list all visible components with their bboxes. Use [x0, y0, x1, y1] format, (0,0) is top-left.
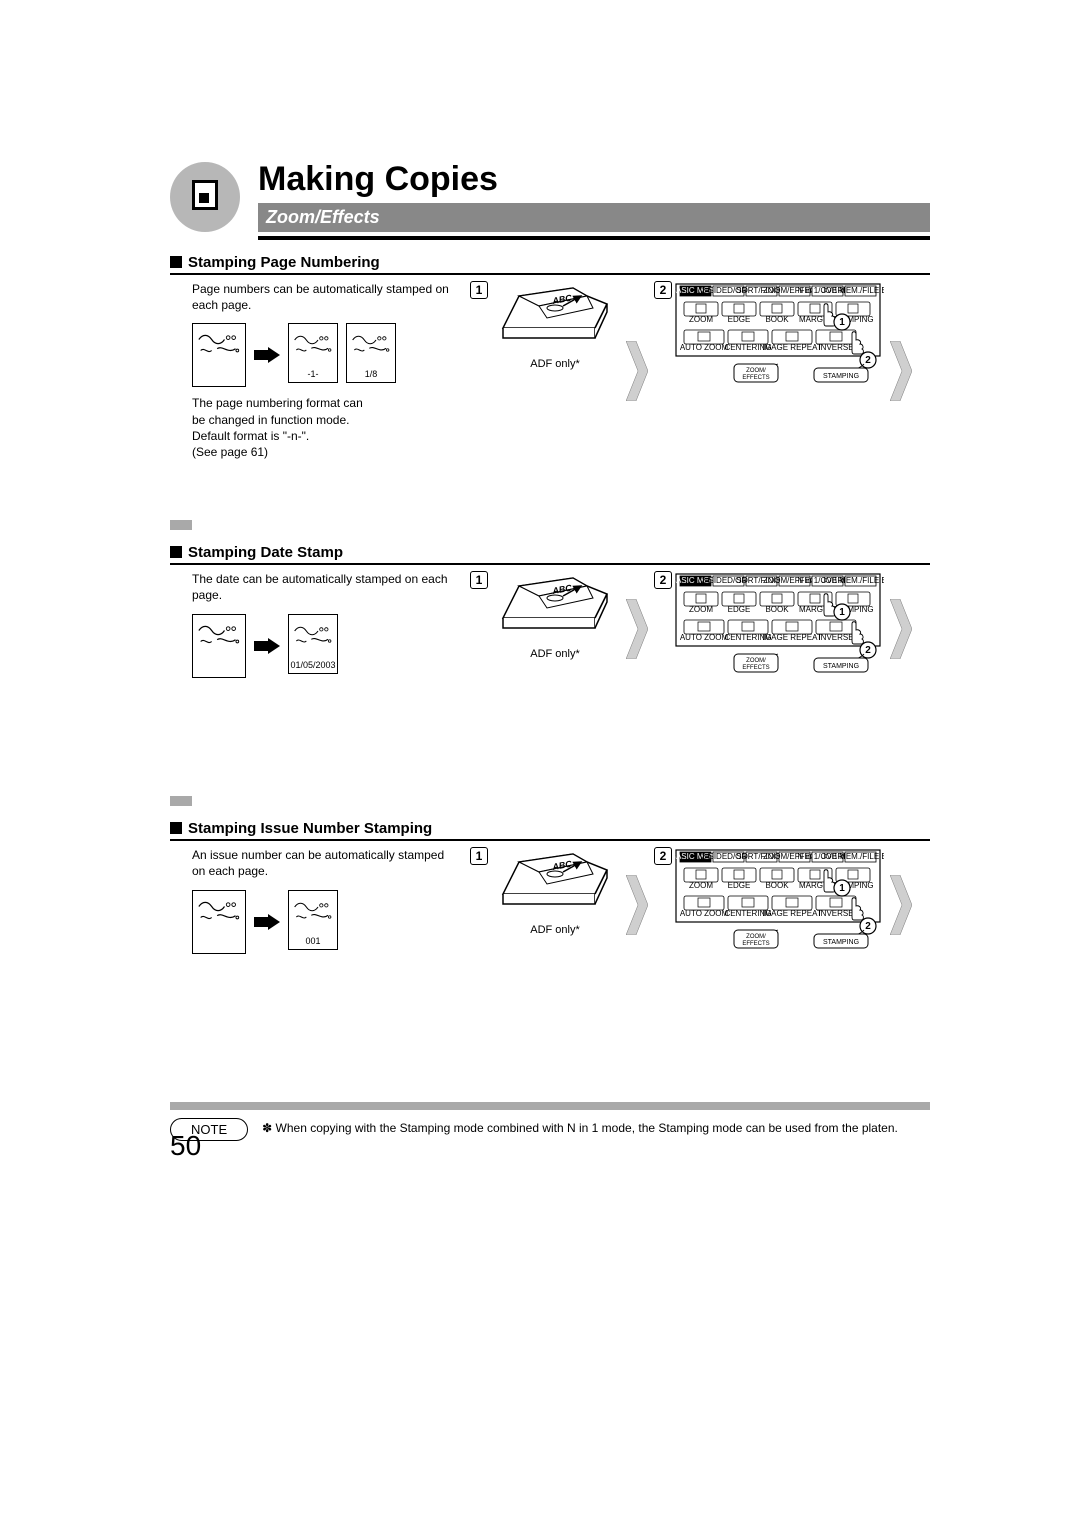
step-number: 2 [654, 847, 672, 865]
panel-illustration: BASIC MENU 2-SIDED/ORIG SORT/FINISH ZOOM… [674, 571, 884, 686]
illustration-caption: 1/8 [347, 369, 395, 379]
chevron-right-icon [626, 599, 648, 659]
svg-text:ZOOM/: ZOOM/ [746, 934, 766, 940]
document-illustration [192, 614, 246, 678]
header-icon [170, 162, 240, 232]
svg-text:1: 1 [839, 607, 845, 618]
section-separator [170, 520, 930, 530]
step-number: 2 [654, 571, 672, 589]
illustration-row: -1- 1/8 [192, 323, 460, 387]
illustration-caption: 001 [289, 936, 337, 946]
arrow-right-icon [254, 347, 280, 363]
svg-text:1: 1 [839, 883, 845, 894]
panel-illustration: BASIC MENU 2-SIDED/ORIG SORT/FINISH ZOOM… [674, 281, 884, 396]
svg-text:INVERSE: INVERSE [818, 343, 853, 352]
scanner-illustration: ADF only* [490, 281, 620, 370]
control-panel-illustration: BASIC MENU 2-SIDED/ORIG SORT/FINISH ZOOM… [674, 847, 884, 957]
step-number: 1 [470, 571, 488, 589]
scanner-illustration: ADF only* [490, 847, 620, 936]
page-number: 50 [170, 1130, 201, 1162]
manual-page: Making Copies Zoom/Effects Stamping Page… [170, 160, 930, 1141]
svg-text:STAMPING: STAMPING [823, 373, 859, 380]
section-intro: Page numbers can be automatically stampe… [170, 281, 460, 313]
svg-text:EFFECTS: EFFECTS [742, 375, 769, 381]
page-title: Making Copies [258, 160, 930, 199]
chevron-right-icon [890, 599, 912, 659]
svg-text:AUTO ZOOM: AUTO ZOOM [680, 633, 729, 642]
svg-text:IMAGE REPEAT: IMAGE REPEAT [762, 909, 822, 918]
svg-text:JOB MEM./FILE EDIT: JOB MEM./FILE EDIT [821, 852, 884, 861]
illustration-row: 01/05/2003 [192, 614, 460, 678]
step-number: 1 [470, 281, 488, 299]
svg-text:INVERSE: INVERSE [818, 633, 853, 642]
section-intro: An issue number can be automatically sta… [170, 847, 460, 879]
svg-text:AUTO ZOOM: AUTO ZOOM [680, 909, 729, 918]
panel-illustration: BASIC MENU 2-SIDED/ORIG SORT/FINISH ZOOM… [674, 847, 884, 962]
svg-text:EFFECTS: EFFECTS [742, 941, 769, 947]
svg-text:BOOK: BOOK [765, 881, 789, 890]
note-separator [170, 1102, 930, 1110]
svg-text:2: 2 [865, 645, 871, 656]
section-separator [170, 796, 930, 806]
step-number: 2 [654, 281, 672, 299]
section-note: The page numbering format can be changed… [170, 395, 370, 460]
document-illustration [192, 890, 246, 954]
svg-text:JOB MEM./FILE EDIT: JOB MEM./FILE EDIT [821, 576, 884, 585]
page-subtitle: Zoom/Effects [258, 203, 930, 232]
svg-text:STAMPING: STAMPING [823, 663, 859, 670]
document-illustration: -1- [288, 323, 338, 383]
step-number: 1 [470, 847, 488, 865]
svg-text:ZOOM/: ZOOM/ [746, 658, 766, 664]
document-illustration: 001 [288, 890, 338, 950]
svg-text:ZOOM: ZOOM [689, 881, 713, 890]
arrow-right-icon [254, 914, 280, 930]
chevron-right-icon [890, 875, 912, 935]
section-intro: The date can be automatically stamped on… [170, 571, 460, 603]
chevron-right-icon [626, 875, 648, 935]
adf-caption: ADF only* [490, 648, 620, 660]
svg-text:ZOOM/: ZOOM/ [746, 368, 766, 374]
section-heading: Stamping Page Numbering [170, 254, 930, 275]
illustration-caption: 01/05/2003 [289, 660, 337, 670]
page-header: Making Copies Zoom/Effects [170, 160, 930, 232]
document-illustration: 1/8 [346, 323, 396, 383]
document-illustration [192, 323, 246, 387]
adf-caption: ADF only* [490, 924, 620, 936]
svg-text:STAMPING: STAMPING [823, 939, 859, 946]
scanner-illustration: ADF only* [490, 571, 620, 660]
control-panel-illustration: BASIC MENU 2-SIDED/ORIG SORT/FINISH ZOOM… [674, 571, 884, 681]
section-heading: Stamping Issue Number Stamping [170, 820, 930, 841]
svg-text:IMAGE REPEAT: IMAGE REPEAT [762, 633, 822, 642]
note-block: NOTE ✽ When copying with the Stamping mo… [170, 1118, 930, 1141]
svg-text:EDGE: EDGE [728, 315, 751, 324]
svg-text:ZOOM: ZOOM [689, 605, 713, 614]
svg-text:2: 2 [865, 921, 871, 932]
svg-text:EDGE: EDGE [728, 605, 751, 614]
illustration-row: 001 [192, 890, 460, 954]
svg-text:INVERSE: INVERSE [818, 909, 853, 918]
note-text: ✽ When copying with the Stamping mode co… [262, 1118, 930, 1137]
svg-text:1: 1 [839, 317, 845, 328]
svg-text:BOOK: BOOK [765, 605, 789, 614]
svg-text:BOOK: BOOK [765, 315, 789, 324]
document-illustration: 01/05/2003 [288, 614, 338, 674]
section-heading: Stamping Date Stamp [170, 544, 930, 565]
svg-text:IMAGE REPEAT: IMAGE REPEAT [762, 343, 822, 352]
svg-text:ZOOM: ZOOM [689, 315, 713, 324]
illustration-caption: -1- [289, 369, 337, 379]
arrow-right-icon [254, 638, 280, 654]
svg-text:JOB MEM./FILE EDIT: JOB MEM./FILE EDIT [821, 286, 884, 295]
control-panel-illustration: BASIC MENU 2-SIDED/ORIG SORT/FINISH ZOOM… [674, 281, 884, 391]
svg-text:EFFECTS: EFFECTS [742, 665, 769, 671]
chevron-right-icon [626, 341, 648, 401]
adf-caption: ADF only* [490, 358, 620, 370]
chevron-right-icon [890, 341, 912, 401]
svg-text:2: 2 [865, 355, 871, 366]
svg-text:AUTO ZOOM: AUTO ZOOM [680, 343, 729, 352]
svg-text:EDGE: EDGE [728, 881, 751, 890]
header-rule [258, 236, 930, 240]
